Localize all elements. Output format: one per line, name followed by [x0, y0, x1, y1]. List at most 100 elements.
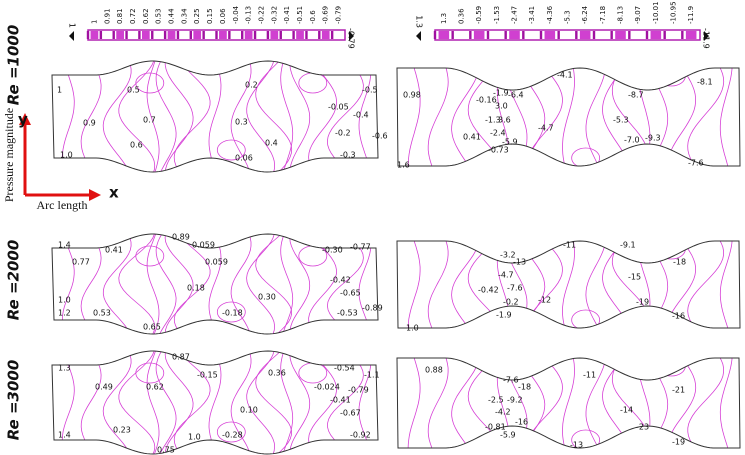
contour-label: 1: [57, 86, 62, 95]
colorbar-segment: [685, 31, 697, 39]
contours: [61, 61, 372, 172]
colorbar-segment: [176, 31, 180, 39]
contour-label: 0.18: [187, 284, 205, 293]
contour-line: [146, 61, 160, 172]
contour-line: [526, 241, 563, 328]
contour-label: -16: [515, 418, 528, 427]
contour-label: -0.05: [328, 103, 349, 112]
contour-line: [719, 241, 733, 328]
colorbar-segment: [257, 31, 266, 39]
contour-line: [427, 241, 449, 328]
contour-line: [637, 68, 651, 166]
colorbar-segment: [228, 31, 231, 39]
contour-line: [451, 358, 480, 448]
colorbar-segment: [151, 31, 154, 39]
colorbar-segment: [219, 31, 227, 39]
contour-label: 1.4: [58, 241, 71, 250]
contour-line: [647, 68, 669, 166]
contour-line: [506, 358, 528, 448]
contour-line: [585, 68, 607, 166]
contour-label: -4.7: [498, 271, 514, 280]
colorbar-segment: [305, 31, 308, 39]
colorbar-segment: [334, 31, 343, 39]
colorbar-label: -0.59: [475, 6, 483, 24]
colorbar-label: 1.3: [440, 13, 448, 24]
contour-line: [208, 61, 222, 172]
contour-label: -4.1: [557, 71, 573, 80]
contour-line: [687, 358, 724, 448]
contour-label: 0.5: [127, 86, 140, 95]
contour-line: [208, 234, 222, 334]
contours: [407, 241, 733, 328]
contour-line: [516, 68, 546, 166]
colorbar-segment: [433, 31, 437, 39]
colorbar-segment: [129, 31, 137, 39]
colorbar-segment: [539, 31, 543, 39]
contour-label: -0.42: [478, 286, 499, 295]
contour-line: [667, 68, 696, 166]
colorbar-end: -11.9: [702, 28, 711, 49]
colorbar-label: 0.62: [142, 8, 150, 24]
contour-label: 0.23: [113, 426, 131, 435]
contour-line: [155, 61, 177, 172]
contour-line: [602, 241, 631, 328]
colorbar-segment: [116, 31, 124, 39]
colorbar-segment: [663, 31, 666, 39]
contour-line: [407, 358, 421, 448]
contour-label: -7.6: [507, 284, 523, 293]
contour-label: 0.49: [95, 383, 113, 392]
contour-line: [61, 61, 75, 172]
colorbar-segment: [112, 31, 115, 39]
y-axis-symbol: y: [18, 111, 28, 129]
row-label: Re =3000: [5, 360, 23, 441]
colorbar-segment: [283, 31, 292, 39]
contour-label: -5.9: [500, 431, 516, 440]
contour-label: -3.2: [500, 251, 516, 260]
colorbar-label: 0.44: [168, 8, 176, 24]
colorbar-segment: [469, 31, 472, 39]
contour-loop: [216, 139, 246, 161]
colorbar-segment: [141, 31, 150, 39]
contour-line: [230, 61, 252, 172]
boundary: [51, 60, 379, 173]
colorbar-label: -1.53: [493, 6, 501, 24]
contour-label: -7.6: [503, 376, 519, 385]
contour-line: [647, 358, 669, 448]
contour-label: 0.41: [463, 133, 481, 142]
colorbar-label: 0.34: [180, 8, 188, 24]
contour-line: [289, 351, 311, 454]
colorbar-label: -8.13: [617, 6, 625, 24]
contour-label: 0.3: [235, 118, 248, 127]
contour-label: -19: [672, 438, 685, 447]
contour-line: [407, 241, 421, 328]
contour-label: 0.7: [143, 116, 156, 125]
contour-label: 3.0: [495, 102, 508, 111]
contour-label: -7.0: [624, 136, 640, 145]
contour-loop: [298, 72, 328, 94]
colorbar-segment: [292, 31, 295, 39]
colorbar-segment: [491, 31, 503, 39]
colorbar-label: 1: [90, 20, 98, 24]
colorbar-start: 1.3: [415, 15, 424, 28]
contour-label: -23: [636, 423, 649, 432]
contour-label: -0.6: [372, 132, 388, 141]
colorbar-label: 0.36: [458, 8, 466, 24]
contour-label: -0.81: [485, 423, 506, 432]
contour-label: 1.0: [58, 296, 71, 305]
boundary: [396, 67, 741, 167]
contour-line: [62, 234, 75, 334]
colorbar-segment: [279, 31, 282, 39]
contour-line: [467, 68, 505, 166]
contour-label: -12: [538, 296, 551, 305]
colorbar-label: -0.41: [283, 6, 291, 24]
contour-line: [164, 61, 194, 172]
colorbar-segment: [167, 31, 176, 39]
colorbar-segment: [526, 31, 538, 39]
contour-line: [637, 241, 651, 328]
contour-label: 0.65: [143, 323, 161, 332]
contour-label: -0.89: [362, 304, 383, 313]
colorbar-segment: [180, 31, 189, 39]
contour-label: -8.7: [628, 91, 644, 100]
contour-label: 0.53: [93, 309, 111, 318]
